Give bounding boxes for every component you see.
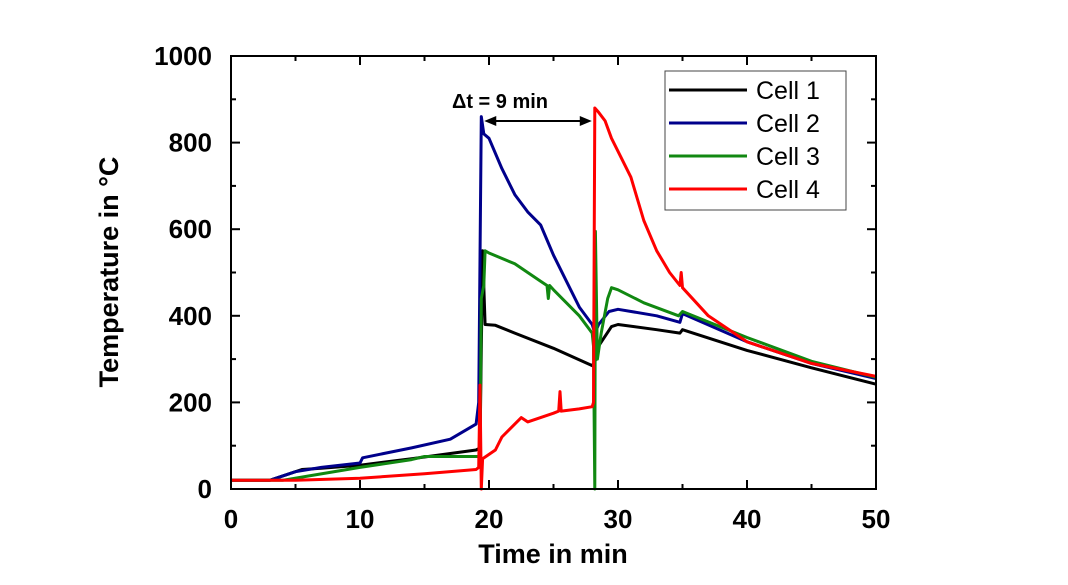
legend-label: Cell 2 [756,110,820,138]
x-tick-label: 20 [475,504,504,534]
x-axis-title: Time in min [478,539,628,569]
y-axis-title: Temperature in °C [94,157,124,388]
annotation-text: Δt = 9 min [452,91,548,113]
y-tick-label: 800 [169,128,212,158]
y-tick-label: 600 [169,214,212,244]
legend-label: Cell 4 [756,176,820,204]
x-tick-label: 10 [346,504,375,534]
y-tick-label: 1000 [154,41,212,71]
arrowhead-left-icon [484,116,497,126]
series-line-cell-1 [231,249,877,482]
arrowhead-right-icon [579,116,592,126]
y-tick-label: 0 [198,474,212,504]
x-tick-label: 30 [604,504,633,534]
x-tick-label: 50 [862,504,891,534]
series-line-cell-3 [231,229,877,491]
series-line-cell-4 [231,106,877,491]
x-tick-label: 0 [224,504,238,534]
legend-label: Cell 1 [756,77,820,105]
series-line-cell-2 [231,115,877,482]
y-tick-label: 200 [169,387,212,417]
legend-label: Cell 3 [756,143,820,171]
legend: Cell 1 Cell 2 Cell 3 Cell 4 [664,70,847,211]
y-tick-label: 400 [169,301,212,331]
x-tick-label: 40 [733,504,762,534]
legend-box [664,70,847,211]
